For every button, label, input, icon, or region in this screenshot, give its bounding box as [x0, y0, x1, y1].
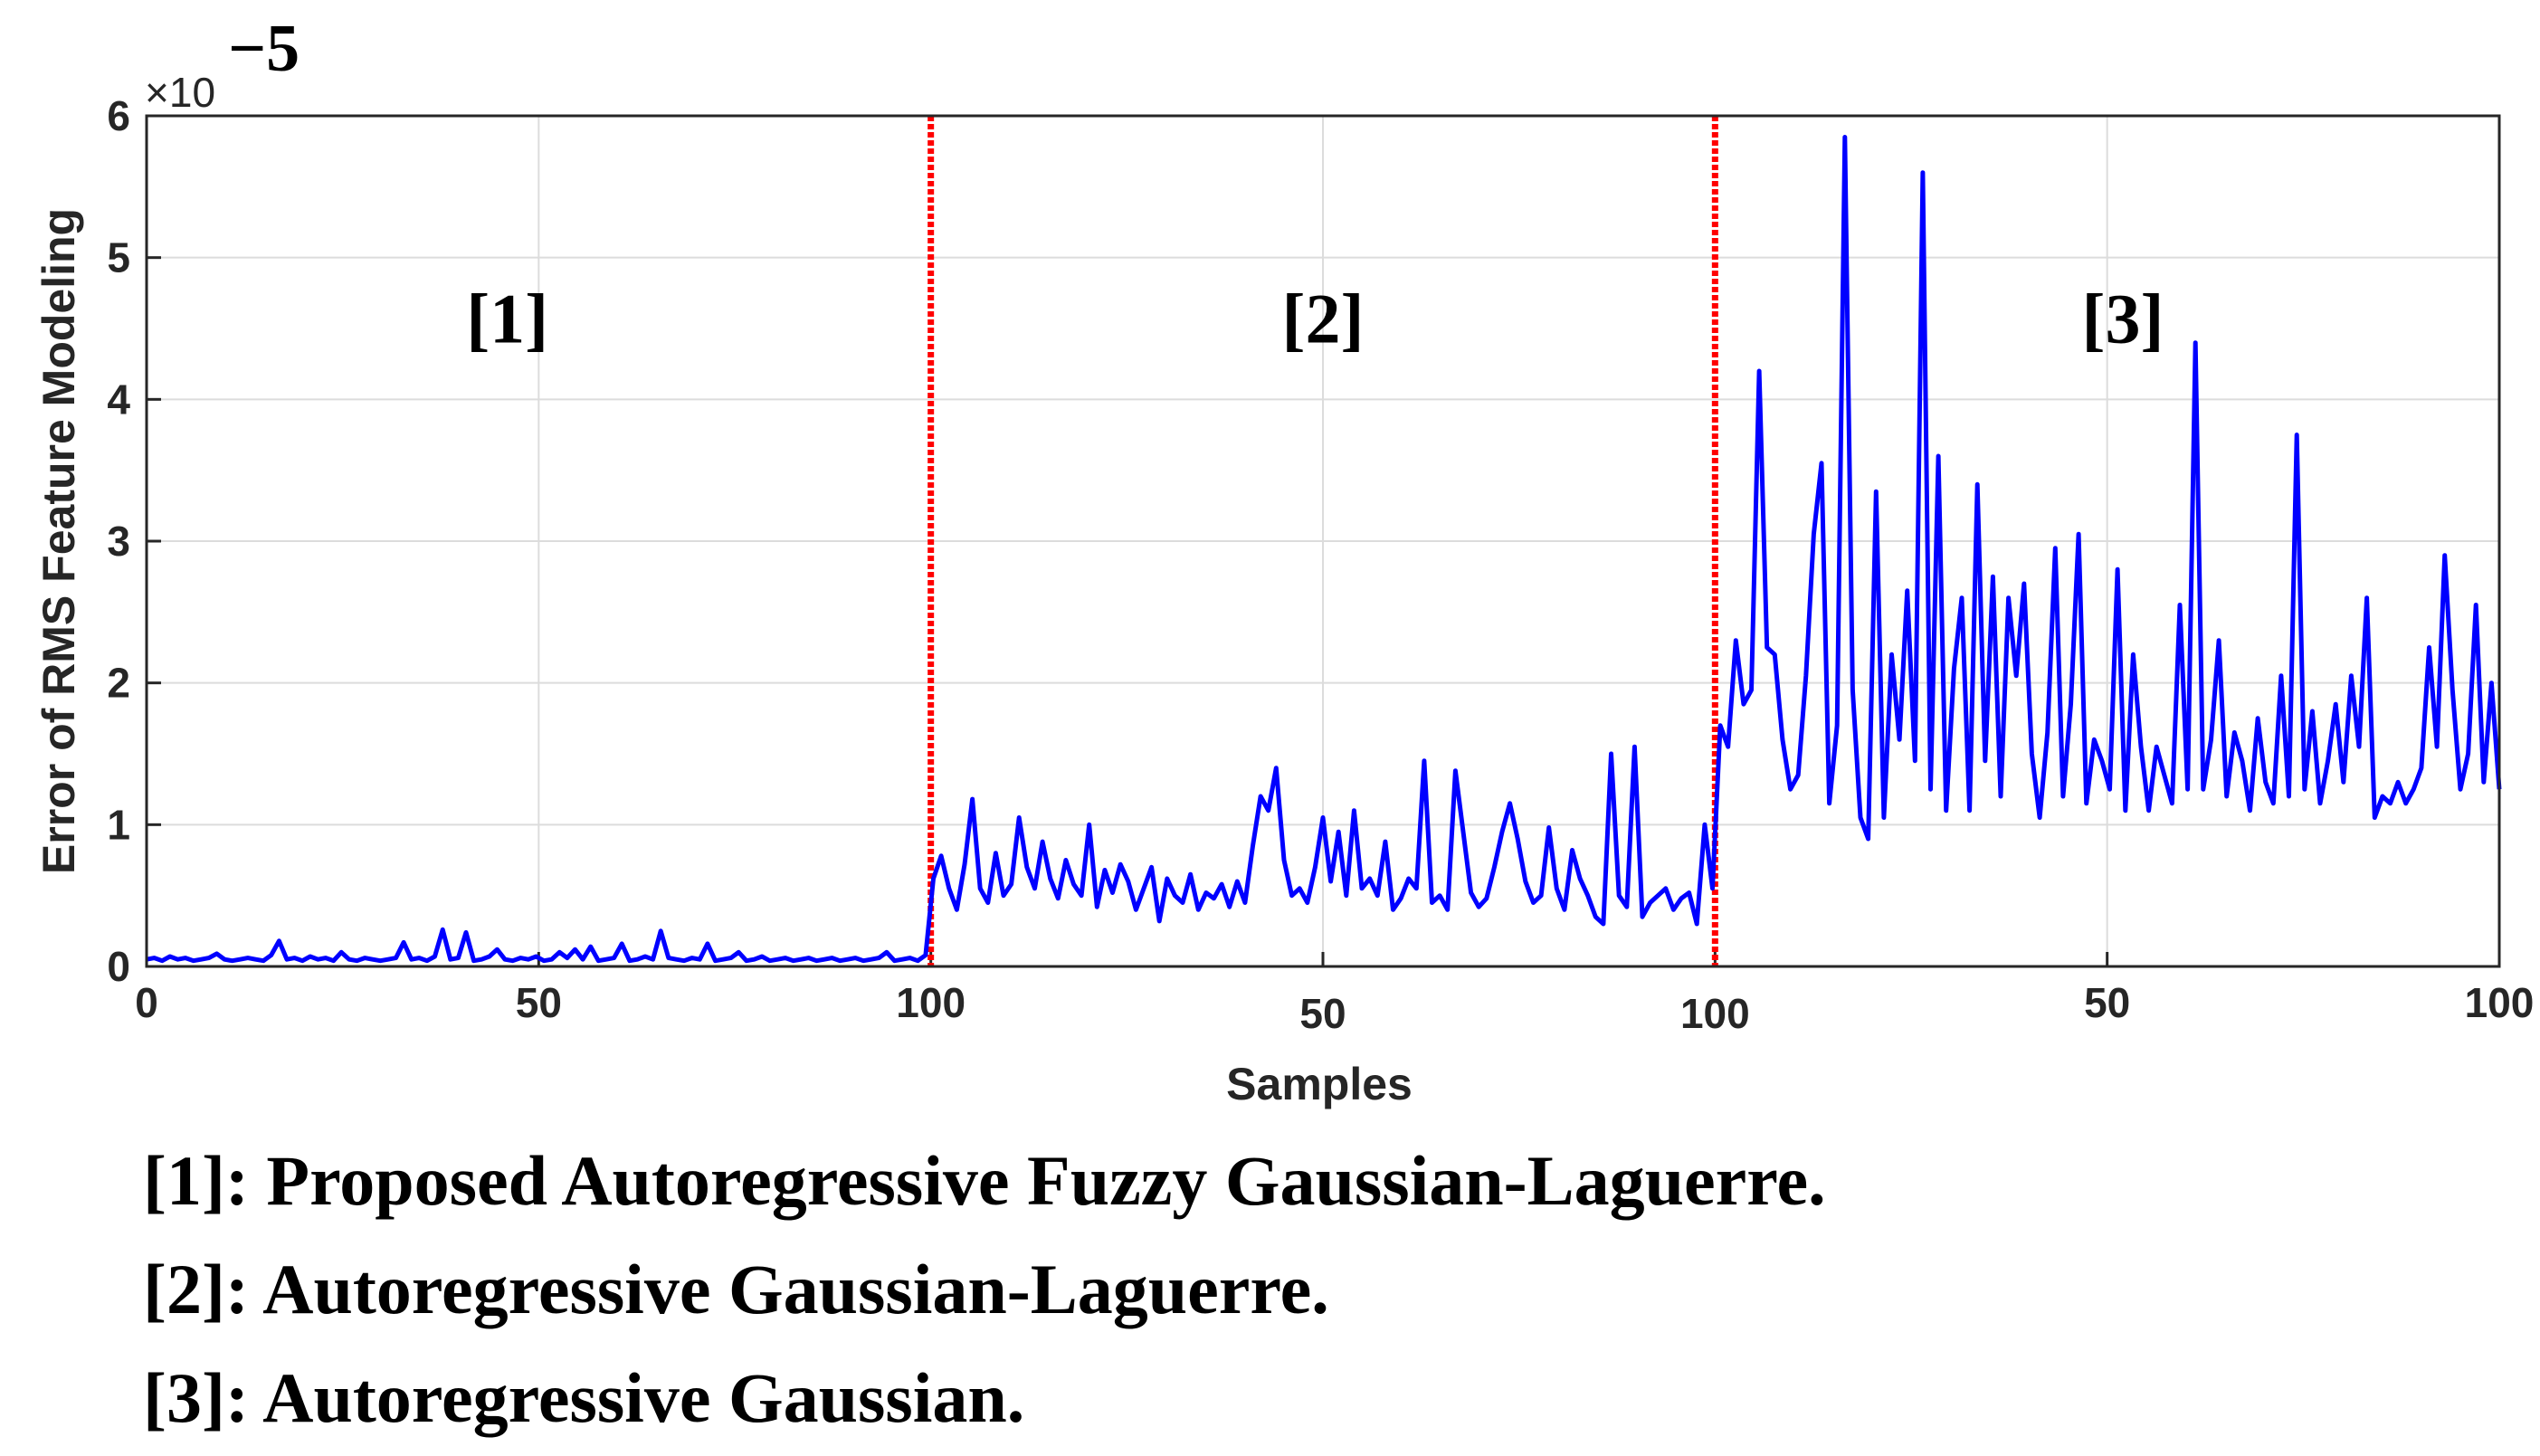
y-tick-label: 4 [107, 376, 130, 423]
x-tick-label: 0 [135, 979, 158, 1026]
x-tick-label: 100 [1680, 990, 1750, 1037]
series-layer [146, 135, 2502, 964]
grid-lines [145, 114, 2501, 968]
region-label: [3] [2082, 280, 2164, 358]
x-tick-label: 50 [516, 979, 562, 1026]
plot-frame [145, 114, 2501, 968]
x-tick-label: 100 [896, 979, 966, 1026]
y-tick-label: 1 [107, 801, 130, 848]
y-tick-labels: 0 1 2 3 4 5 6 [107, 92, 130, 990]
region-label: [1] [466, 280, 548, 358]
x-tick-label: 100 [2465, 979, 2535, 1026]
region-labels: [1] [2] [3] [466, 280, 2164, 358]
y-tick-label: 2 [107, 660, 130, 707]
legend-line-1: [1]: Proposed Autoregressive Fuzzy Gauss… [143, 1141, 1826, 1220]
y-multiplier-label: ×10 [145, 69, 215, 116]
series-line [146, 135, 2502, 964]
y-tick-label: 6 [107, 92, 130, 139]
x-tick-label: 50 [2084, 979, 2130, 1026]
region-label: [2] [1282, 280, 1365, 358]
x-tick-labels: 0 50 100 50 100 50 100 [135, 979, 2534, 1037]
legend-line-3: [3]: Autoregressive Gaussian. [143, 1358, 1025, 1437]
y-tick-label: 5 [107, 234, 130, 281]
y-exponent-label: −5 [228, 12, 300, 86]
y-tick-label: 3 [107, 518, 130, 565]
x-tick-label: 50 [1299, 990, 1346, 1037]
y-axis-label: Error of RMS Feature Modeling [33, 208, 84, 874]
legend-line-2: [2]: Autoregressive Gaussian-Laguerre. [143, 1250, 1329, 1328]
x-axis-label: Samples [1226, 1059, 1413, 1109]
y-tick-label: 0 [107, 943, 130, 990]
